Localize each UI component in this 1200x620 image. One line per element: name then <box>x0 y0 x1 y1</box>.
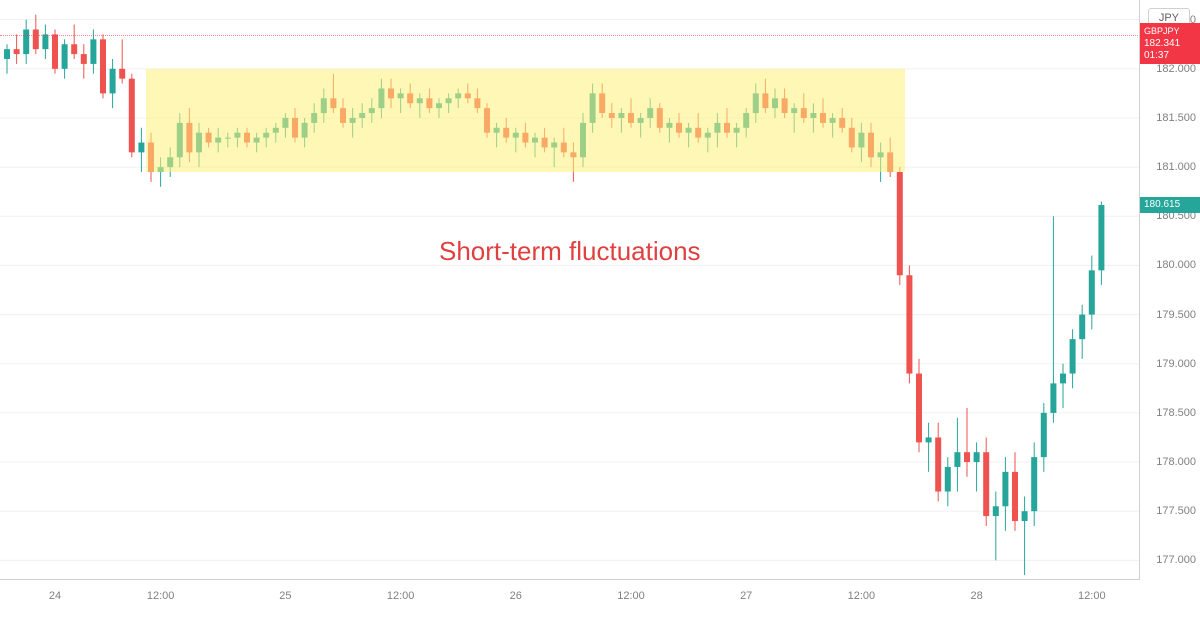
y-tick: 179.000 <box>1156 358 1196 370</box>
y-axis: 182.500182.000181.500181.000180.500180.0… <box>1139 0 1200 580</box>
x-tick: 26 <box>510 590 522 602</box>
price-flag: GBPJPY 182.341 01:37 <box>1140 23 1200 64</box>
y-tick: 177.500 <box>1156 505 1196 517</box>
y-tick: 178.500 <box>1156 407 1196 419</box>
last-flag-price: 180.615 <box>1144 199 1180 210</box>
annotation-label: Short-term fluctuations <box>439 236 701 267</box>
y-tick: 177.000 <box>1156 554 1196 566</box>
y-tick: 178.000 <box>1156 456 1196 468</box>
x-tick: 24 <box>49 590 61 602</box>
candlestick-chart[interactable]: Short-term fluctuations <box>0 0 1140 580</box>
x-tick: 28 <box>970 590 982 602</box>
y-tick: 180.000 <box>1156 259 1196 271</box>
reference-price-line <box>0 35 1140 36</box>
x-tick: 12:00 <box>1078 590 1106 602</box>
y-tick: 182.000 <box>1156 63 1196 75</box>
y-tick: 181.500 <box>1156 112 1196 124</box>
x-tick: 12:00 <box>848 590 876 602</box>
y-tick: 181.000 <box>1156 161 1196 173</box>
price-flag-timer: 01:37 <box>1144 50 1169 61</box>
price-flag-pair: GBPJPY <box>1144 26 1180 36</box>
x-tick: 12:00 <box>147 590 175 602</box>
last-price-flag: 180.615 <box>1140 197 1200 213</box>
price-flag-price: 182.341 <box>1144 38 1180 49</box>
x-tick: 25 <box>279 590 291 602</box>
x-axis: 24 12:00 25 12:00 26 12:00 27 12:00 28 12:00 <box>0 579 1140 620</box>
chart-svg <box>0 0 1140 580</box>
x-tick: 27 <box>740 590 752 602</box>
x-tick: 12:00 <box>387 590 415 602</box>
y-tick: 179.500 <box>1156 309 1196 321</box>
x-tick: 12:00 <box>617 590 645 602</box>
